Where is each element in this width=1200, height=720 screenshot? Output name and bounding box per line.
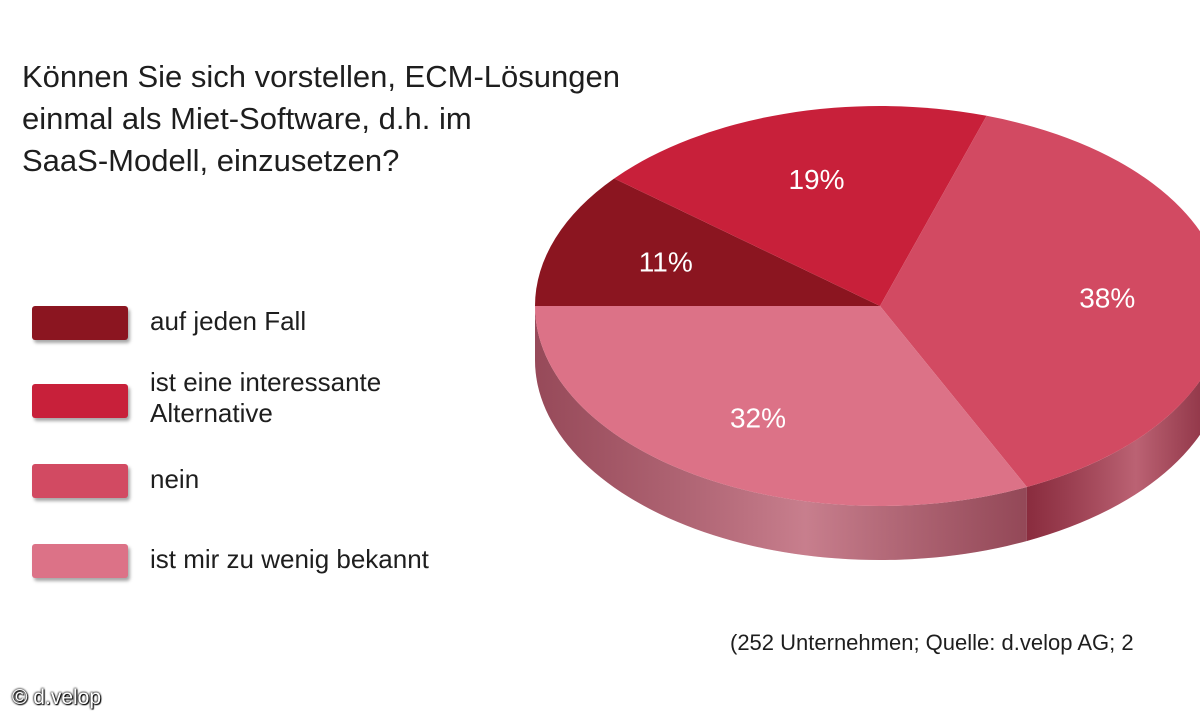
chart-title-line-2: einmal als Miet-Software, d.h. im — [22, 101, 472, 136]
legend-swatch — [32, 306, 128, 340]
source-note: (252 Unternehmen; Quelle: d.velop AG; 2 — [730, 630, 1134, 655]
chart-title-line-3: SaaS-Modell, einzusetzen? — [22, 143, 400, 178]
pie-slice-2 — [614, 106, 987, 306]
legend-swatch — [32, 384, 128, 418]
legend-label: ist mir zu wenig bekannt — [150, 544, 490, 575]
legend-label-line: ist mir zu wenig bekannt — [150, 544, 429, 574]
pie-sides — [535, 306, 1200, 560]
pie-slice-4 — [535, 306, 1027, 506]
chart-title: Können Sie sich vorstellen, ECM-Lösungen… — [22, 56, 742, 182]
legend-label-line: auf jeden Fall — [150, 306, 307, 336]
pie-slice-1 — [535, 178, 880, 306]
legend-label-line: nein — [150, 464, 200, 494]
legend-label-line: ist eine interessante — [150, 367, 382, 397]
pie-value-label-2: 19% — [788, 164, 844, 195]
legend-label: ist eine interessante Alternative — [150, 367, 490, 429]
pie-side-shade-3 — [1026, 380, 1200, 541]
legend-label: nein — [150, 464, 490, 495]
chart-title-line-1: Können Sie sich vorstellen, ECM-Lösungen — [22, 59, 620, 94]
pie-slice-3 — [880, 115, 1200, 487]
legend-item-zu-wenig-bekannt: ist mir zu wenig bekannt — [32, 544, 490, 578]
pie-value-labels: 11% 19% 38% 32% — [639, 164, 1135, 433]
pie-value-label-4: 32% — [730, 402, 786, 433]
pie-value-label-3: 38% — [1079, 283, 1135, 314]
copyright-notice: © d.velop — [12, 686, 102, 709]
legend-item-auf-jeden-fall: auf jeden Fall — [32, 306, 490, 340]
pie-side-shade-4 — [535, 306, 1027, 560]
legend-label-line: Alternative — [150, 398, 273, 428]
legend-item-interessante-alternative: ist eine interessante Alternative — [32, 367, 490, 429]
pie-value-label-1: 11% — [639, 246, 693, 277]
legend-swatch — [32, 464, 128, 498]
pie-slices — [535, 106, 1200, 506]
legend-label: auf jeden Fall — [150, 306, 490, 337]
legend-swatch — [32, 544, 128, 578]
legend-item-nein: nein — [32, 464, 490, 498]
